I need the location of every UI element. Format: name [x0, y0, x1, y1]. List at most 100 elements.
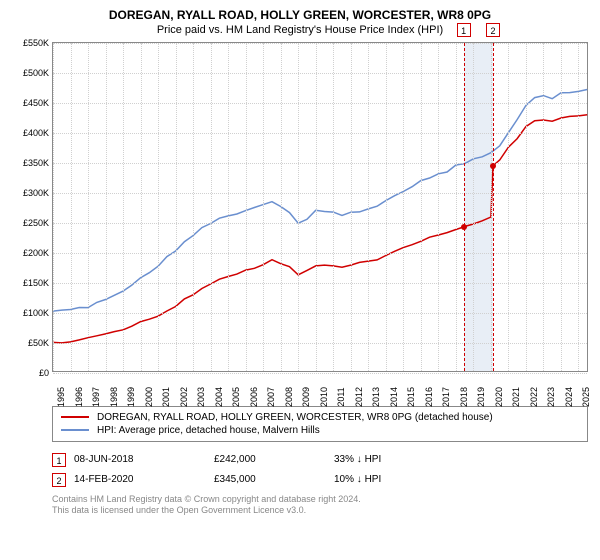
legend-row-hpi: HPI: Average price, detached house, Malv…	[61, 424, 579, 437]
x-tick-label: 1999	[126, 387, 136, 407]
gridline-v	[211, 43, 212, 371]
gridline-h	[53, 283, 587, 284]
x-tick-label: 2001	[161, 387, 171, 407]
gridline-v	[333, 43, 334, 371]
y-tick-label: £250K	[9, 218, 49, 228]
x-tick-label: 2022	[529, 387, 539, 407]
marker-flag-legend: 2	[52, 473, 66, 487]
y-tick-label: £550K	[9, 38, 49, 48]
attribution-line1: Contains HM Land Registry data © Crown c…	[52, 494, 588, 506]
gridline-v	[316, 43, 317, 371]
gridline-v	[456, 43, 457, 371]
series-line-property	[53, 114, 587, 342]
gridline-v	[246, 43, 247, 371]
attribution-text: Contains HM Land Registry data © Crown c…	[52, 494, 588, 517]
y-tick-label: £400K	[9, 128, 49, 138]
y-tick-label: £150K	[9, 278, 49, 288]
x-tick-label: 2023	[546, 387, 556, 407]
x-tick-label: 2010	[319, 387, 329, 407]
x-tick-label: 2018	[459, 387, 469, 407]
y-tick-label: £350K	[9, 158, 49, 168]
x-tick-label: 2006	[249, 387, 259, 407]
gridline-h	[53, 133, 587, 134]
marker-flag: 2	[486, 23, 500, 37]
x-tick-label: 2008	[284, 387, 294, 407]
x-tick-label: 1998	[109, 387, 119, 407]
y-tick-label: £0	[9, 368, 49, 378]
chart-subtitle: Price paid vs. HM Land Registry's House …	[12, 24, 588, 36]
x-tick-label: 2009	[301, 387, 311, 407]
x-tick-label: 2021	[511, 387, 521, 407]
gridline-h	[53, 103, 587, 104]
x-tick-label: 2015	[406, 387, 416, 407]
x-tick-label: 2020	[494, 387, 504, 407]
marker-data-row: 214-FEB-2020£345,00010% ↓ HPI	[52, 470, 588, 490]
gridline-v	[281, 43, 282, 371]
y-tick-label: £300K	[9, 188, 49, 198]
gridline-v	[526, 43, 527, 371]
gridline-v	[106, 43, 107, 371]
marker-vline	[493, 43, 494, 371]
marker-price: £242,000	[214, 454, 334, 465]
x-tick-label: 1996	[74, 387, 84, 407]
marker-delta: 10% ↓ HPI	[334, 474, 474, 485]
y-tick-label: £50K	[9, 338, 49, 348]
gridline-v	[543, 43, 544, 371]
chart-title: DOREGAN, RYALL ROAD, HOLLY GREEN, WORCES…	[12, 8, 588, 24]
gridline-v	[158, 43, 159, 371]
gridline-h	[53, 313, 587, 314]
marker-date: 14-FEB-2020	[74, 474, 214, 485]
y-tick-label: £100K	[9, 308, 49, 318]
gridline-h	[53, 163, 587, 164]
x-tick-label: 2019	[476, 387, 486, 407]
gridline-v	[123, 43, 124, 371]
gridline-v	[228, 43, 229, 371]
legend-swatch-property	[61, 416, 89, 418]
x-tick-label: 2013	[371, 387, 381, 407]
plot-area: £0£50K£100K£150K£200K£250K£300K£350K£400…	[52, 42, 588, 372]
series-line-hpi	[53, 89, 587, 311]
legend-box: DOREGAN, RYALL ROAD, HOLLY GREEN, WORCES…	[52, 406, 588, 442]
marker-vline	[464, 43, 465, 371]
x-tick-label: 1997	[91, 387, 101, 407]
x-tick-label: 2000	[144, 387, 154, 407]
gridline-v	[491, 43, 492, 371]
y-tick-label: £200K	[9, 248, 49, 258]
gridline-v	[508, 43, 509, 371]
gridline-v	[421, 43, 422, 371]
x-tick-label: 2005	[231, 387, 241, 407]
y-axis: £0 £50K £100K £150K £200K £250K £300K £350K £400…	[11, 37, 51, 379]
gridline-h	[53, 223, 587, 224]
gridline-h	[53, 373, 587, 374]
gridline-v	[141, 43, 142, 371]
chart-svg	[53, 43, 587, 371]
gridline-v	[386, 43, 387, 371]
gridline-v	[71, 43, 72, 371]
gridline-v	[298, 43, 299, 371]
gridline-v	[473, 43, 474, 371]
gridline-v	[578, 43, 579, 371]
marker-data-table: 108-JUN-2018£242,00033% ↓ HPI214-FEB-202…	[52, 450, 588, 490]
gridline-v	[53, 43, 54, 371]
y-tick-label: £500K	[9, 68, 49, 78]
y-tick-label: £450K	[9, 98, 49, 108]
gridline-v	[176, 43, 177, 371]
price-chart-container: DOREGAN, RYALL ROAD, HOLLY GREEN, WORCES…	[0, 0, 600, 560]
legend-label-hpi: HPI: Average price, detached house, Malv…	[97, 425, 320, 436]
gridline-h	[53, 193, 587, 194]
x-tick-label: 2011	[336, 387, 346, 406]
x-tick-label: 2003	[196, 387, 206, 407]
x-tick-label: 2004	[214, 387, 224, 407]
gridline-v	[438, 43, 439, 371]
gridline-h	[53, 253, 587, 254]
gridline-v	[368, 43, 369, 371]
x-tick-label: 2007	[266, 387, 276, 407]
x-tick-label: 2012	[354, 387, 364, 407]
marker-flag: 1	[457, 23, 471, 37]
legend-label-property: DOREGAN, RYALL ROAD, HOLLY GREEN, WORCES…	[97, 412, 493, 423]
gridline-v	[193, 43, 194, 371]
gridline-h	[53, 73, 587, 74]
x-tick-label: 2016	[424, 387, 434, 407]
gridline-h	[53, 343, 587, 344]
marker-delta: 33% ↓ HPI	[334, 454, 474, 465]
